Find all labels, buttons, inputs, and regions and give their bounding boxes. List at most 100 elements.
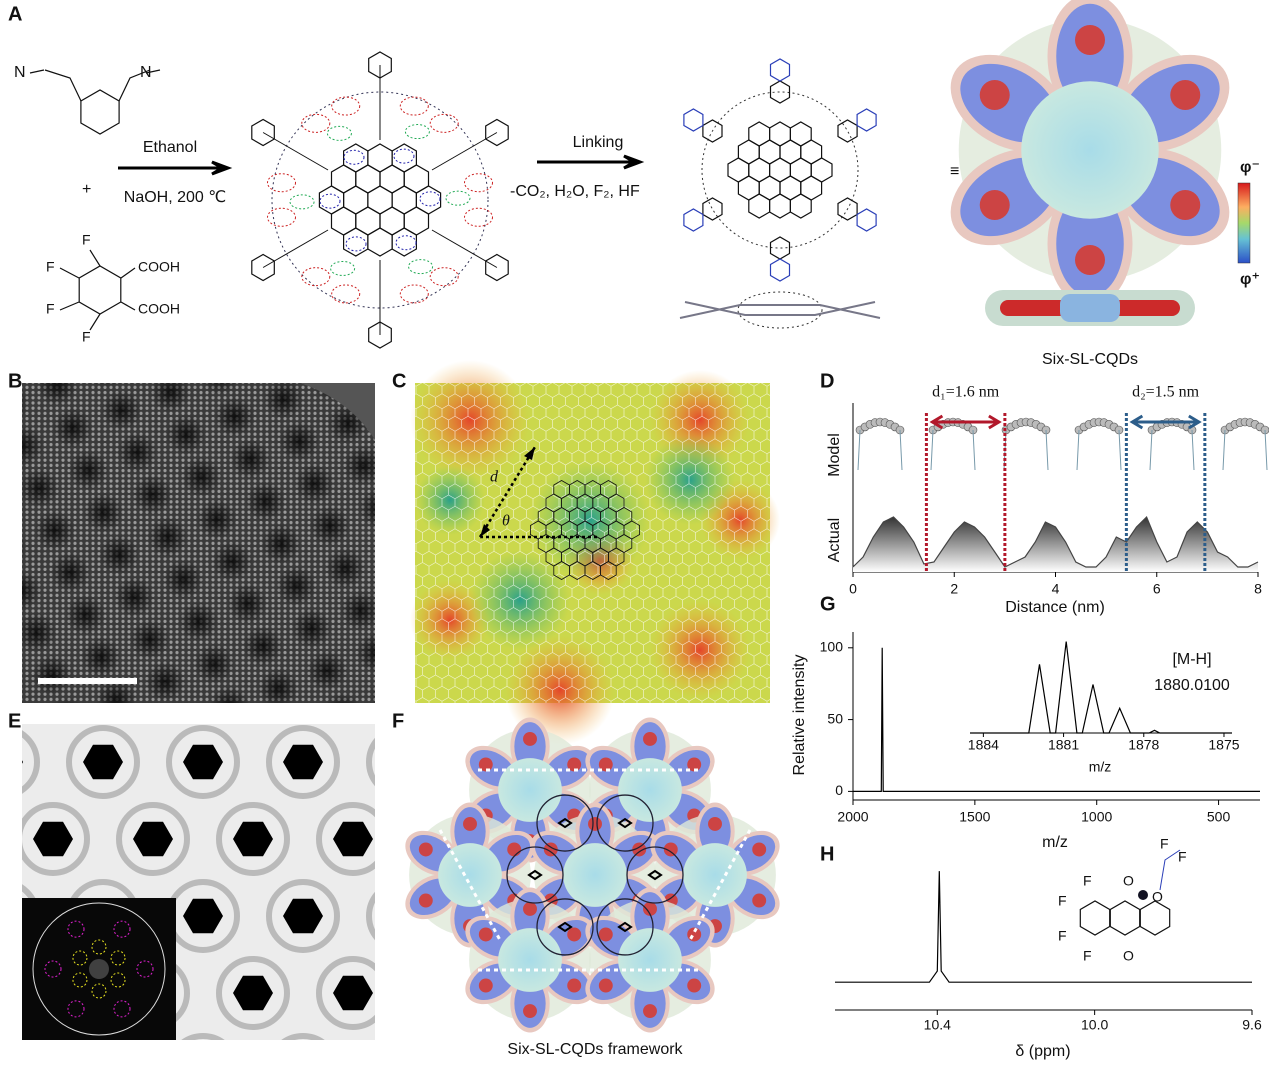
fft-spot (91, 983, 107, 999)
ring (683, 208, 704, 232)
text: F (1083, 873, 1092, 889)
esp-tip (1170, 80, 1201, 110)
text: m/z (1042, 834, 1068, 851)
contact (445, 190, 471, 206)
bond (1159, 849, 1181, 891)
text: O (1123, 948, 1134, 964)
esp-core (498, 928, 562, 992)
esp-tip (588, 817, 602, 831)
esp-tip (598, 757, 613, 772)
pore (133, 821, 173, 857)
text: θ (502, 513, 510, 530)
ring (391, 227, 417, 257)
contact (419, 191, 441, 207)
esp-tip (687, 978, 702, 993)
text: F (82, 232, 91, 248)
text: d₁=1.6 nm (932, 384, 1000, 401)
text: Distance (nm) (1005, 599, 1105, 616)
text: F (82, 329, 91, 345)
ring (415, 185, 442, 215)
ring (181, 1033, 225, 1040)
side-view (737, 291, 823, 329)
contact (393, 148, 415, 164)
ring (166, 725, 240, 799)
fft-spot (44, 960, 62, 978)
ring (379, 206, 405, 236)
pore (83, 1053, 123, 1070)
profile-fill (853, 517, 1258, 572)
contact (399, 284, 429, 304)
text: 0 (849, 581, 857, 597)
pore (333, 821, 373, 857)
ring (366, 737, 375, 787)
ring (355, 206, 381, 236)
ring (81, 1033, 125, 1040)
contact (267, 173, 297, 193)
contact (395, 235, 417, 251)
fft-spot (110, 950, 126, 966)
contact (557, 921, 573, 933)
esp-arm (634, 979, 666, 1028)
bond (59, 249, 136, 331)
text: 8 (1254, 581, 1262, 597)
ring (769, 258, 791, 282)
trace (853, 647, 1260, 792)
contact (331, 284, 361, 304)
ring (702, 197, 723, 221)
text: COOH (138, 301, 180, 317)
ring (355, 164, 381, 194)
text: 1000 (1081, 809, 1112, 825)
text: [M-H] (1172, 651, 1211, 668)
text: 2000 (837, 809, 868, 825)
text: 50 (827, 710, 843, 726)
ring (316, 802, 375, 876)
esp-arm (579, 807, 611, 856)
text: F (1058, 893, 1067, 909)
esp-core (683, 843, 747, 907)
text: 9.6 (1242, 1017, 1262, 1033)
pore (383, 1053, 423, 1070)
contact (617, 921, 633, 933)
tem-contrast (22, 383, 375, 703)
text: NaOH, 200 ℃ (124, 189, 226, 206)
esp-tip (523, 1004, 537, 1018)
text: A (8, 3, 22, 25)
pore (22, 914, 23, 918)
esp-tip (663, 842, 678, 857)
ring (266, 725, 340, 799)
text: 1880.0100 (1154, 677, 1230, 694)
esp-tip (598, 978, 613, 993)
fft-spot (67, 920, 85, 938)
text: φ⁻ (1240, 159, 1260, 176)
text: C (392, 370, 406, 392)
ring (391, 185, 417, 215)
ring (837, 197, 858, 221)
esp-core (618, 928, 682, 992)
ring (22, 1038, 25, 1040)
text: Model (826, 433, 843, 477)
esp-tip (643, 1004, 657, 1018)
contact (596, 794, 654, 852)
model-bond (1222, 429, 1268, 471)
model-bond (930, 429, 976, 471)
pore (383, 745, 423, 780)
contact (647, 869, 663, 881)
text: δ (ppm) (1015, 1043, 1070, 1060)
esp-tip (632, 842, 647, 857)
model-bond (1076, 429, 1122, 471)
arrowhead (480, 447, 535, 537)
ring (367, 227, 393, 257)
text: 10.0 (1081, 1017, 1108, 1033)
esp-tip (979, 190, 1010, 220)
text: F (1083, 948, 1092, 964)
esp-tip (752, 893, 767, 908)
text: 1500 (959, 809, 990, 825)
bond (431, 229, 498, 268)
esp-tip (478, 927, 493, 942)
esp-tip (507, 842, 522, 857)
esp-tip (708, 817, 722, 831)
ring (216, 956, 290, 1030)
esp-tip (643, 902, 657, 916)
ring (368, 321, 392, 349)
